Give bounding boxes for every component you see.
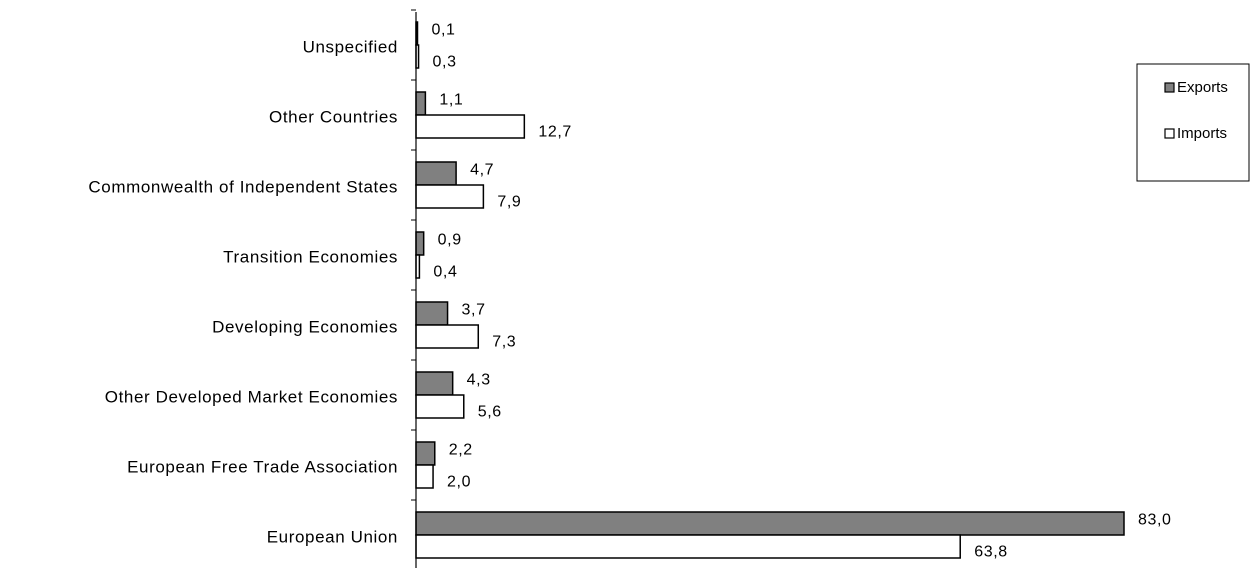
category-label: Transition Economies bbox=[223, 247, 398, 266]
imports-bar bbox=[415, 394, 465, 419]
exports-bar bbox=[415, 231, 425, 256]
exports-bar bbox=[415, 301, 449, 326]
plot-area: 83,0 63,8 European Union 2,2 2,0 European Fre… bbox=[88, 9, 1172, 568]
exports-value-label: 83,0 bbox=[1138, 512, 1172, 529]
imports-bar bbox=[415, 324, 480, 349]
imports-legend-swatch bbox=[1164, 128, 1175, 139]
imports-bar bbox=[415, 184, 485, 209]
exports-value-label: 3,7 bbox=[462, 302, 486, 319]
category-label: Other Developed Market Economies bbox=[105, 387, 398, 406]
exports-bar bbox=[415, 91, 427, 116]
exports-value-label: 4,7 bbox=[470, 162, 494, 179]
exports-value-label: 0,9 bbox=[438, 232, 462, 249]
exports-legend-swatch bbox=[1164, 82, 1175, 93]
category-label: Other Countries bbox=[269, 107, 398, 126]
exports-value-label: 4,3 bbox=[467, 372, 491, 389]
imports-value-label: 7,3 bbox=[492, 334, 516, 351]
legend: Exports Imports bbox=[1136, 63, 1250, 182]
exports-value-label: 2,2 bbox=[449, 442, 473, 459]
imports-value-label: 63,8 bbox=[974, 544, 1008, 561]
exports-value-label: 0,1 bbox=[432, 22, 456, 39]
imports-bar bbox=[415, 534, 961, 559]
category-label: European Union bbox=[267, 527, 398, 546]
exports-bar bbox=[415, 511, 1125, 536]
category-label: Unspecified bbox=[303, 37, 398, 56]
imports-value-label: 12,7 bbox=[538, 124, 572, 141]
category-label: European Free Trade Association bbox=[127, 457, 398, 476]
exports-bar bbox=[415, 371, 454, 396]
imports-bar bbox=[415, 114, 526, 139]
legend-box bbox=[1136, 63, 1250, 182]
exports-value-label: 1,1 bbox=[439, 92, 463, 109]
imports-value-label: 7,9 bbox=[497, 194, 521, 211]
exports-legend-label: Exports bbox=[1177, 79, 1228, 96]
exports-bar bbox=[415, 441, 436, 466]
imports-value-label: 5,6 bbox=[478, 404, 502, 421]
imports-value-label: 0,3 bbox=[433, 54, 457, 71]
category-label: Commonwealth of Independent States bbox=[88, 177, 398, 196]
imports-legend-label: Imports bbox=[1177, 125, 1227, 142]
imports-value-label: 0,4 bbox=[433, 264, 457, 281]
imports-bar bbox=[415, 464, 434, 489]
category-label: Developing Economies bbox=[212, 317, 398, 336]
exports-bar bbox=[415, 161, 457, 186]
imports-value-label: 2,0 bbox=[447, 474, 471, 491]
